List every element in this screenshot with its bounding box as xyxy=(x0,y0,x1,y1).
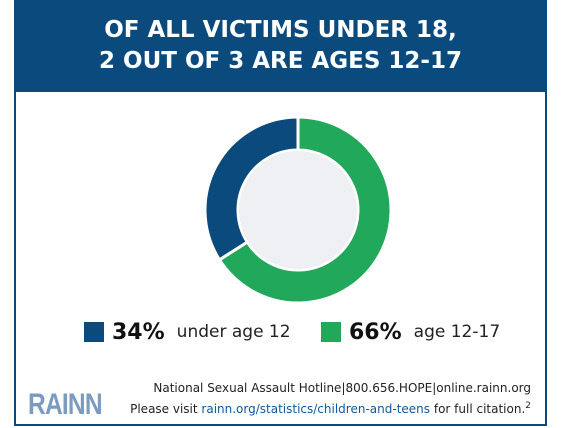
title-line-2: 2 OUT OF 3 ARE AGES 12-17 xyxy=(99,48,462,74)
citation-text: Please visit rainn.org/statistics/childr… xyxy=(130,401,531,416)
hotline-text: National Sexual Assault Hotline|800.656.… xyxy=(153,381,531,395)
infographic-frame: OF ALL VICTIMS UNDER 18, 2 OUT OF 3 ARE … xyxy=(14,0,547,426)
legend-item-12-17: 66% age 12-17 xyxy=(321,318,500,346)
donut-slice-under-12 xyxy=(203,115,300,262)
citation-suffix: for full citation. xyxy=(430,402,526,416)
rainn-logo: RAINN xyxy=(28,388,103,421)
legend-swatch-under-12 xyxy=(84,322,104,342)
legend-swatch-12-17 xyxy=(321,322,341,342)
legend-label-under-12: under age 12 xyxy=(176,322,291,342)
legend-pct-12-17: 66% xyxy=(349,319,402,345)
header-banner: OF ALL VICTIMS UNDER 18, 2 OUT OF 3 ARE … xyxy=(16,0,545,92)
donut-chart xyxy=(203,115,393,305)
donut-hole xyxy=(239,151,357,269)
citation-link[interactable]: rainn.org/statistics/children-and-teens xyxy=(201,402,431,416)
legend-item-under-12: 34% under age 12 xyxy=(84,318,291,346)
citation-number: 2 xyxy=(525,401,531,411)
citation-prefix: Please visit xyxy=(130,402,202,416)
legend-pct-under-12: 34% xyxy=(112,319,165,345)
donut-slice-age-12-17 xyxy=(217,115,393,305)
title-line-1: OF ALL VICTIMS UNDER 18, xyxy=(104,17,457,43)
legend-label-12-17: age 12-17 xyxy=(413,322,501,342)
